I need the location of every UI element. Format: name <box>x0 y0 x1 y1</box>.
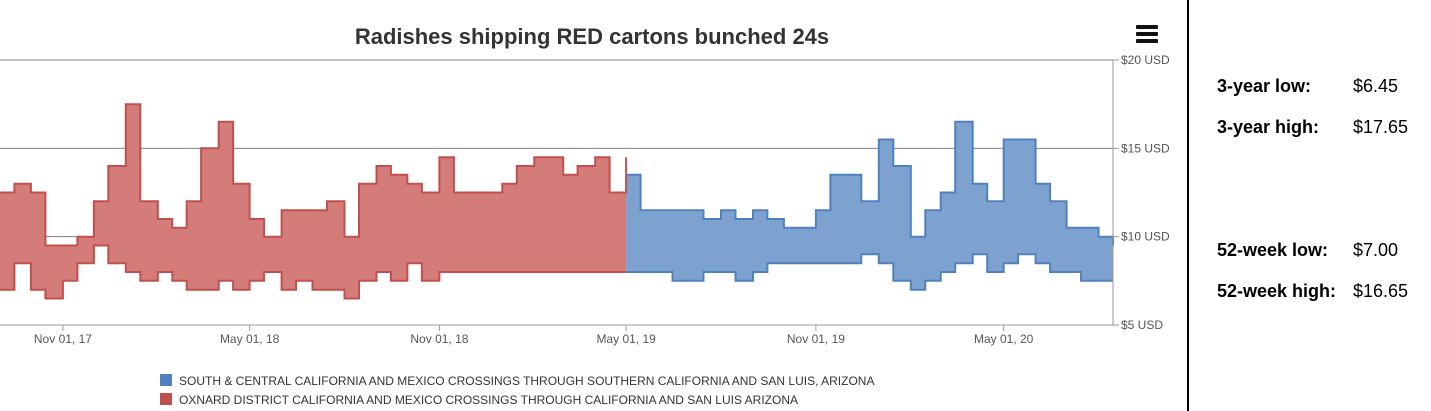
x-tick-label: Nov 01, 19 <box>787 332 845 346</box>
y-tick-label: $20 USD <box>1121 53 1170 67</box>
series-high-line-0 <box>0 103 628 247</box>
legend-swatch <box>160 374 172 386</box>
legend-swatch <box>160 393 172 405</box>
stat-label: 3-year low: <box>1217 76 1312 96</box>
x-tick-label: May 01, 20 <box>974 332 1034 346</box>
stat-value: $17.65 <box>1353 117 1409 137</box>
series-area-1 <box>626 121 1113 290</box>
chart-area: Radishes shipping RED cartons bunched 24… <box>0 24 1170 407</box>
series-areas <box>0 103 1114 300</box>
y-tick-label: $5 USD <box>1121 318 1163 332</box>
stat-label: 3-year high: <box>1217 117 1320 137</box>
stat-value: $7.00 <box>1353 240 1399 260</box>
stats-panel: 3-year low: $6.45 3-year high: $17.65 52… <box>1187 0 1431 411</box>
series-high-line-1 <box>626 120 1114 246</box>
stat-label: 52-week high: <box>1217 281 1337 301</box>
series-area-0 <box>0 104 627 299</box>
x-tick-label: May 01, 19 <box>596 332 656 346</box>
x-tick-label: Nov 01, 18 <box>410 332 468 346</box>
y-tick-label: $10 USD <box>1121 230 1170 244</box>
y-tick-label: $15 USD <box>1121 141 1170 155</box>
x-tick-label: Nov 01, 17 <box>34 332 92 346</box>
x-tick-label: May 01, 18 <box>220 332 280 346</box>
legend-label: SOUTH & CENTRAL CALIFORNIA AND MEXICO CR… <box>179 374 874 388</box>
chart-title: Radishes shipping RED cartons bunched 24… <box>355 24 829 49</box>
series-low-line-1 <box>626 253 1113 291</box>
stat-value: $6.45 <box>1353 76 1399 96</box>
legend-label: OXNARD DISTRICT CALIFORNIA AND MEXICO CR… <box>179 393 798 407</box>
stat-value: $16.65 <box>1353 281 1409 301</box>
hamburger-menu-icon[interactable] <box>1136 24 1162 46</box>
series-low-line-0 <box>0 244 627 300</box>
stat-label: 52-week low: <box>1217 240 1329 260</box>
axes: $5 USD $10 USD $15 USD $20 USD Nov 01, 17 May… <box>34 53 1170 346</box>
legend: SOUTH & CENTRAL CALIFORNIA AND MEXICO CR… <box>160 374 874 407</box>
